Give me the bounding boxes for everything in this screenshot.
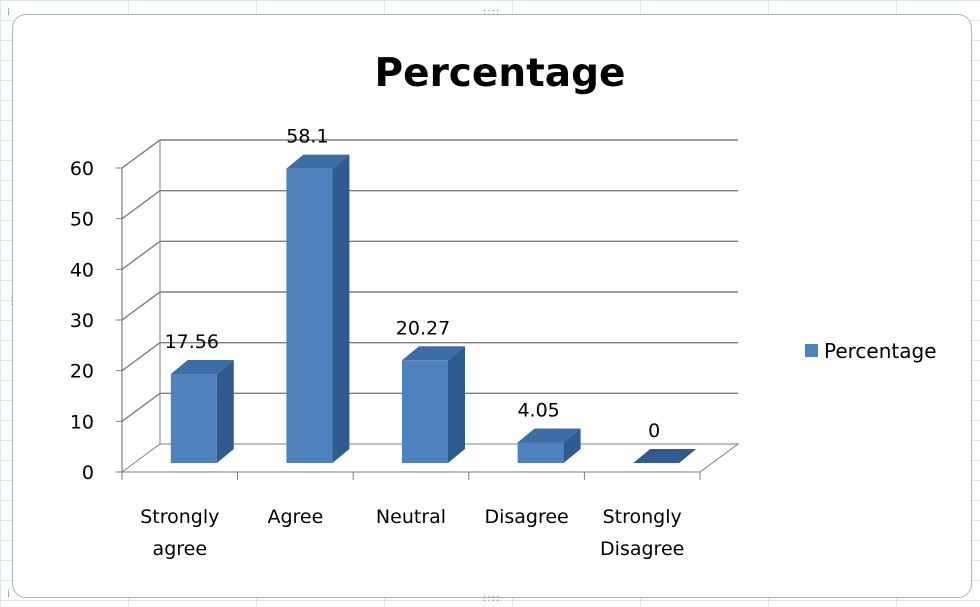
bar-side <box>563 428 581 463</box>
resize-handle-left[interactable]: ⋮ <box>7 296 18 307</box>
gridline <box>121 189 738 220</box>
bar-top <box>402 346 465 361</box>
bars <box>170 154 697 464</box>
bar-front <box>286 168 333 464</box>
y-tick-label: 40 <box>70 259 94 281</box>
x-tick-label: Agree <box>267 506 323 528</box>
data-label: 58.1 <box>286 126 328 148</box>
axes: 0 10 20 30 40 50 60 <box>70 158 701 484</box>
bar-side <box>332 154 350 464</box>
bar-front <box>517 442 564 463</box>
data-label: 20.27 <box>396 317 450 339</box>
data-label: 0 <box>648 420 660 442</box>
gridline <box>121 291 738 321</box>
x-tick-label: Neutral <box>376 506 446 528</box>
bar-side <box>448 346 465 463</box>
data-labels: 17.56 58.1 20.27 4.05 0 <box>165 126 661 442</box>
bar[interactable] <box>633 449 697 463</box>
x-tick-label: Disagree <box>484 506 568 528</box>
y-tick-label: 30 <box>70 310 94 332</box>
x-tick-label: Strongly Disagree <box>600 506 684 560</box>
bar-front <box>402 360 448 463</box>
bar-front <box>170 374 217 463</box>
legend-swatch <box>805 344 818 357</box>
bar-side <box>216 360 234 463</box>
gridline <box>121 240 738 270</box>
bar[interactable] <box>286 154 350 464</box>
x-tick-label: Strongly agree <box>140 506 219 560</box>
gridline <box>121 139 738 169</box>
data-label: 4.05 <box>517 399 559 421</box>
bar-top <box>517 428 581 443</box>
y-tick-label: 20 <box>70 361 94 383</box>
chart-area[interactable]: :::: :::: ⋮ ⁞ ⁞ <box>7 8 972 604</box>
resize-handle-top[interactable]: :::: <box>483 7 501 18</box>
resize-handle-top-left[interactable]: ⁞ <box>7 7 12 18</box>
bar[interactable] <box>170 360 234 463</box>
bar-top <box>633 449 697 463</box>
legend-label: Percentage <box>824 339 937 363</box>
y-tick-label: 0 <box>82 462 94 484</box>
y-tick-label: 10 <box>70 411 94 433</box>
bar[interactable] <box>402 346 465 463</box>
chart-title: Percentage <box>375 51 626 96</box>
x-axis-labels: Strongly agree Agree Neutral Disagree Strongl… <box>140 506 684 560</box>
bar-top <box>286 154 350 169</box>
bar[interactable] <box>517 428 581 463</box>
legend[interactable]: Percentage <box>805 339 937 363</box>
bar-top <box>170 360 234 375</box>
resize-handle-bottom-left[interactable]: ⁞ <box>7 589 12 600</box>
y-tick-label: 60 <box>70 158 94 180</box>
resize-handle-bottom[interactable]: :::: <box>483 593 501 604</box>
data-label: 17.56 <box>165 331 219 353</box>
y-tick-label: 50 <box>70 209 94 231</box>
